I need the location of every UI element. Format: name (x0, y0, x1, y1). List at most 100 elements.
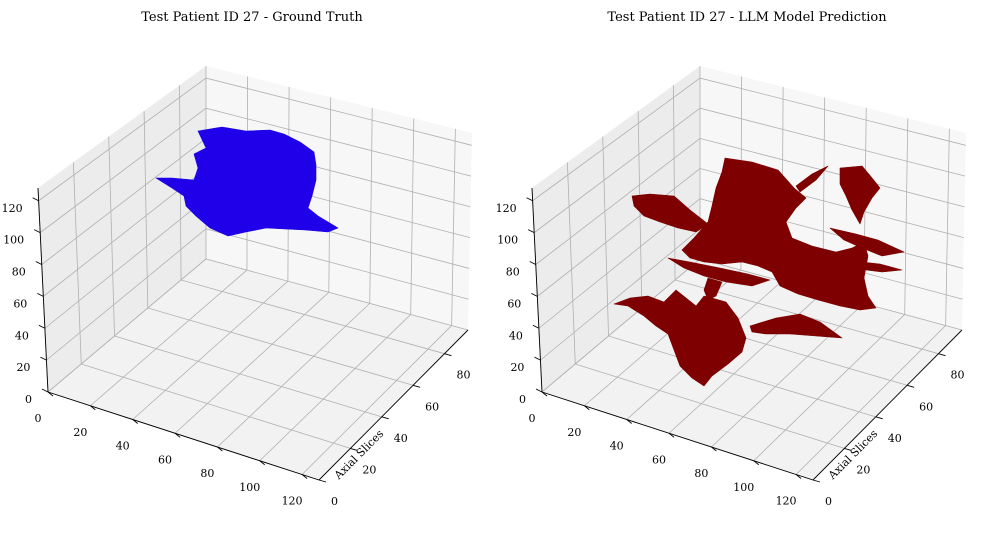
x-axis-line (47, 391, 320, 481)
x-tick (668, 432, 675, 438)
y-tick (318, 479, 327, 483)
z-gridline (38, 77, 472, 202)
x-tick-label: 80 (200, 467, 214, 480)
prediction-voxels-voxel-texture (613, 289, 747, 387)
z-axis-line (37, 187, 49, 393)
y-tick (444, 353, 452, 357)
z-tick-label: 60 (507, 297, 521, 310)
y-tick-label: 20 (362, 463, 376, 476)
z-tick (35, 261, 42, 265)
z-tick-label: 20 (510, 361, 524, 374)
x-tick-label: 120 (776, 495, 797, 508)
x-tick-label: 100 (733, 481, 754, 494)
y-axis-line (318, 329, 469, 481)
floor-pane (48, 259, 468, 480)
z-tick-label: 20 (16, 361, 30, 374)
x-tick-label: 80 (694, 467, 708, 480)
prediction-voxels-region (667, 257, 771, 287)
y-tick-label: 60 (425, 400, 439, 413)
prediction-voxels-region (703, 277, 723, 301)
z-tick-label: 0 (25, 393, 32, 406)
y-axis-line (812, 329, 963, 481)
prediction-voxels-region (749, 313, 843, 339)
prediction-voxels-voxel-texture (703, 277, 723, 301)
prediction-voxels-region (829, 227, 905, 257)
z-gridline (532, 77, 966, 202)
x-tick-label: 60 (652, 453, 666, 466)
z-tick (33, 229, 41, 234)
x-tick-label: 0 (35, 412, 42, 425)
left-pane (38, 66, 206, 392)
y-tick-label: 60 (919, 400, 933, 413)
z-tick (532, 324, 540, 329)
x-tick (174, 432, 181, 438)
prediction-voxels-voxel-texture (795, 165, 829, 193)
x-tick (753, 460, 759, 466)
y-tick-label: 0 (825, 495, 832, 508)
x-tick (711, 446, 717, 452)
prediction-voxels-voxel-texture (631, 193, 709, 233)
prediction-voxels-voxel-texture (681, 157, 877, 311)
z-tick (529, 261, 536, 265)
y-tick-label: 20 (856, 463, 870, 476)
x-tick-label: 120 (282, 495, 303, 508)
z-gridline (46, 228, 469, 361)
x-tick (795, 474, 802, 479)
x-tick (132, 419, 138, 424)
x-tick (90, 405, 96, 411)
z-gridline (533, 107, 966, 233)
prediction-title: Test Patient ID 27 - LLM Model Predictio… (607, 10, 887, 25)
z-gridline (537, 168, 964, 297)
z-tick-label: 0 (519, 393, 526, 406)
x-tick-label: 60 (158, 453, 172, 466)
z-tick-label: 80 (506, 266, 520, 279)
z-tick-label: 100 (497, 234, 518, 247)
y-tick (875, 416, 883, 420)
x-tick-label: 40 (610, 440, 624, 453)
x-tick (217, 446, 223, 452)
z-axis-line (531, 187, 543, 393)
prediction-voxels-voxel-texture (839, 165, 881, 225)
left-pane (532, 66, 700, 392)
prediction-voxels-region (861, 261, 903, 273)
y-tick-label: 40 (888, 432, 902, 445)
x-tick-label: 20 (73, 426, 87, 439)
y-tick (381, 416, 389, 420)
z-tick (37, 292, 44, 297)
z-tick (531, 292, 538, 297)
z-tick-label: 120 (496, 202, 517, 215)
z-tick (526, 197, 533, 202)
x-tick-label: 40 (116, 440, 130, 453)
prediction-voxels-region (613, 289, 747, 387)
prediction-voxels-region (631, 193, 709, 233)
prediction-voxels-region (681, 157, 877, 311)
z-tick (38, 324, 46, 329)
y-tick-label: 80 (456, 369, 470, 382)
y-tick (938, 353, 946, 357)
x-tick (584, 405, 590, 411)
z-gridline (47, 258, 469, 393)
x-tick (47, 391, 54, 397)
x-tick-label: 20 (567, 426, 581, 439)
ground-truth-voxels (155, 126, 339, 237)
z-tick (534, 356, 541, 361)
y-tick (412, 384, 421, 388)
ground-truth-title: Test Patient ID 27 - Ground Truth (141, 10, 363, 25)
z-tick-label: 40 (15, 329, 29, 342)
y-tick-label: 80 (950, 369, 964, 382)
x-tick (626, 419, 632, 424)
y-tick (906, 384, 915, 388)
x-tick (301, 474, 308, 479)
prediction-voxels-region (839, 165, 881, 225)
y-tick (844, 447, 852, 451)
z-tick (527, 229, 535, 234)
y-tick-label: 40 (394, 432, 408, 445)
z-tick (40, 356, 47, 361)
prediction-voxels-region (795, 165, 829, 193)
y-tick-label: 0 (331, 495, 338, 508)
z-tick-label: 80 (12, 266, 26, 279)
